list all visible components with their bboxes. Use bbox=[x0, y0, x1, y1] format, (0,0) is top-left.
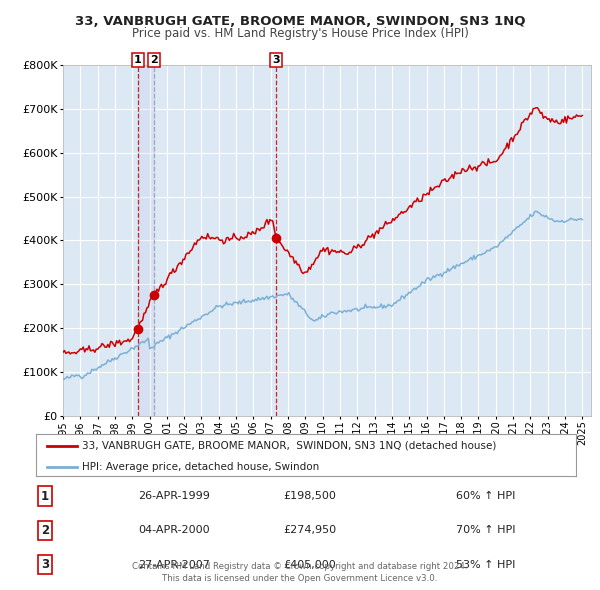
Text: 33, VANBRUGH GATE, BROOME MANOR, SWINDON, SN3 1NQ: 33, VANBRUGH GATE, BROOME MANOR, SWINDON… bbox=[75, 15, 525, 28]
Text: Contains HM Land Registry data © Crown copyright and database right 2024.
This d: Contains HM Land Registry data © Crown c… bbox=[132, 562, 468, 583]
Text: 1: 1 bbox=[41, 490, 49, 503]
Text: 27-APR-2007: 27-APR-2007 bbox=[138, 560, 210, 569]
Text: £274,950: £274,950 bbox=[283, 526, 336, 535]
Text: 70% ↑ HPI: 70% ↑ HPI bbox=[456, 526, 515, 535]
Text: 2: 2 bbox=[41, 524, 49, 537]
Text: 1: 1 bbox=[134, 55, 142, 65]
Bar bbox=[138, 65, 154, 416]
Text: £198,500: £198,500 bbox=[283, 491, 336, 501]
Text: 3: 3 bbox=[41, 558, 49, 571]
Text: 26-APR-1999: 26-APR-1999 bbox=[138, 491, 210, 501]
Text: 2: 2 bbox=[150, 55, 158, 65]
Text: 53% ↑ HPI: 53% ↑ HPI bbox=[456, 560, 515, 569]
Text: £405,000: £405,000 bbox=[283, 560, 336, 569]
Text: 60% ↑ HPI: 60% ↑ HPI bbox=[456, 491, 515, 501]
Text: HPI: Average price, detached house, Swindon: HPI: Average price, detached house, Swin… bbox=[82, 462, 319, 472]
Text: 3: 3 bbox=[272, 55, 280, 65]
Text: 04-APR-2000: 04-APR-2000 bbox=[138, 526, 209, 535]
Text: 33, VANBRUGH GATE, BROOME MANOR,  SWINDON, SN3 1NQ (detached house): 33, VANBRUGH GATE, BROOME MANOR, SWINDON… bbox=[82, 441, 496, 451]
Text: Price paid vs. HM Land Registry's House Price Index (HPI): Price paid vs. HM Land Registry's House … bbox=[131, 27, 469, 40]
